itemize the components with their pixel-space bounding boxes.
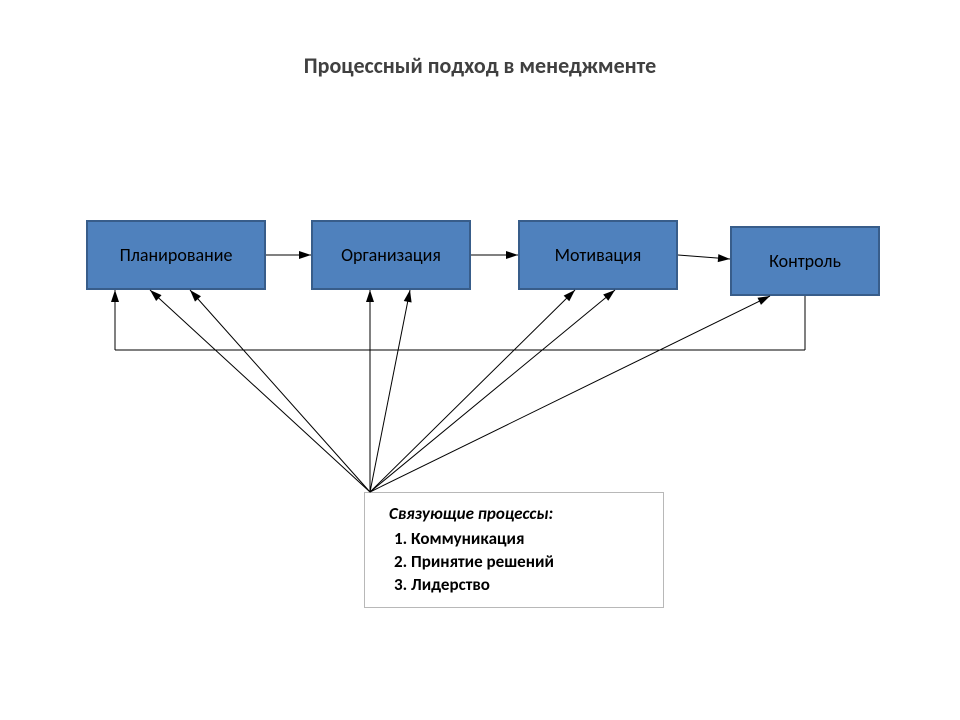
node-ctrl: Контроль bbox=[730, 226, 880, 296]
node-mot: Мотивация bbox=[518, 220, 678, 290]
linking-box-list: КоммуникацияПринятие решенийЛидерство bbox=[389, 528, 639, 595]
linking-item-1: Коммуникация bbox=[411, 528, 639, 549]
node-plan: Планирование bbox=[86, 220, 266, 290]
linking-box-title: Связующие процессы: bbox=[389, 503, 639, 524]
linking-item-2: Принятие решений bbox=[411, 551, 639, 572]
node-org: Организация bbox=[311, 220, 471, 290]
diagram-title: Процессный подход в менеджменте bbox=[0, 52, 960, 79]
arrows-overlay bbox=[0, 0, 960, 720]
linking-processes-box: Связующие процессы: КоммуникацияПринятие… bbox=[364, 492, 664, 608]
linking-item-3: Лидерство bbox=[411, 574, 639, 595]
